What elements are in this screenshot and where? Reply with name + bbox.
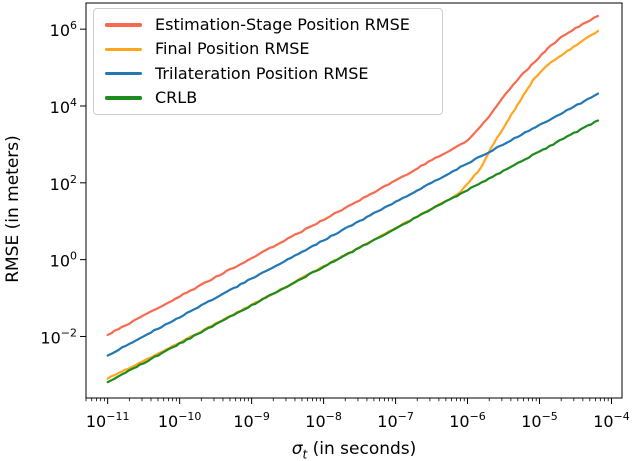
x-tick-label: 10−8 xyxy=(305,410,342,431)
x-axis-label: σt (in seconds) xyxy=(291,439,417,461)
series-line-2 xyxy=(106,92,600,357)
y-tick-label: 100 xyxy=(50,250,77,271)
x-axis-ticks: 10−11 10−10 10−9 10−8 10−7 10−6 10−5 10−4 xyxy=(85,398,630,431)
x-tick-label: 10−10 xyxy=(158,410,202,431)
final-position-line-swatch xyxy=(105,47,142,52)
x-tick-label: 10−7 xyxy=(377,410,414,431)
y-axis-label: RMSE (in meters) xyxy=(3,135,23,283)
legend: Estimation-Stage Position RMSE Final Pos… xyxy=(93,8,443,115)
legend-item-crlb: CRLB xyxy=(94,87,442,107)
x-tick-label: 10−4 xyxy=(593,410,630,431)
legend-label-estimation-stage: Estimation-Stage Position RMSE xyxy=(155,15,410,35)
y-tick-label: 104 xyxy=(50,96,77,117)
plot-frame xyxy=(85,2,623,399)
x-tick-label: 10−6 xyxy=(449,410,486,431)
x-tick-label: 10−5 xyxy=(521,410,558,431)
y-tick-label: 10−2 xyxy=(40,326,77,347)
series-line-0 xyxy=(106,14,600,336)
legend-label-crlb: CRLB xyxy=(155,87,198,107)
y-tick-label: 102 xyxy=(50,173,77,194)
x-tick-label: 10−9 xyxy=(233,410,270,431)
trilateration-line-swatch xyxy=(105,71,142,76)
legend-item-final-position: Final Position RMSE xyxy=(94,41,442,57)
estimation-stage-line-swatch xyxy=(105,23,142,27)
legend-item-trilateration: Trilateration Position RMSE xyxy=(94,63,442,83)
x-tick-label: 10−11 xyxy=(86,410,130,431)
legend-label-final-position: Final Position RMSE xyxy=(155,39,310,59)
series-line-3 xyxy=(106,119,600,384)
y-axis-ticks: 10−2 100 102 104 106 xyxy=(40,19,86,347)
legend-label-trilateration: Trilateration Position RMSE xyxy=(155,63,369,83)
legend-item-estimation-stage: Estimation-Stage Position RMSE xyxy=(94,17,442,33)
crlb-line-swatch xyxy=(105,96,142,100)
y-tick-label: 106 xyxy=(50,19,77,40)
